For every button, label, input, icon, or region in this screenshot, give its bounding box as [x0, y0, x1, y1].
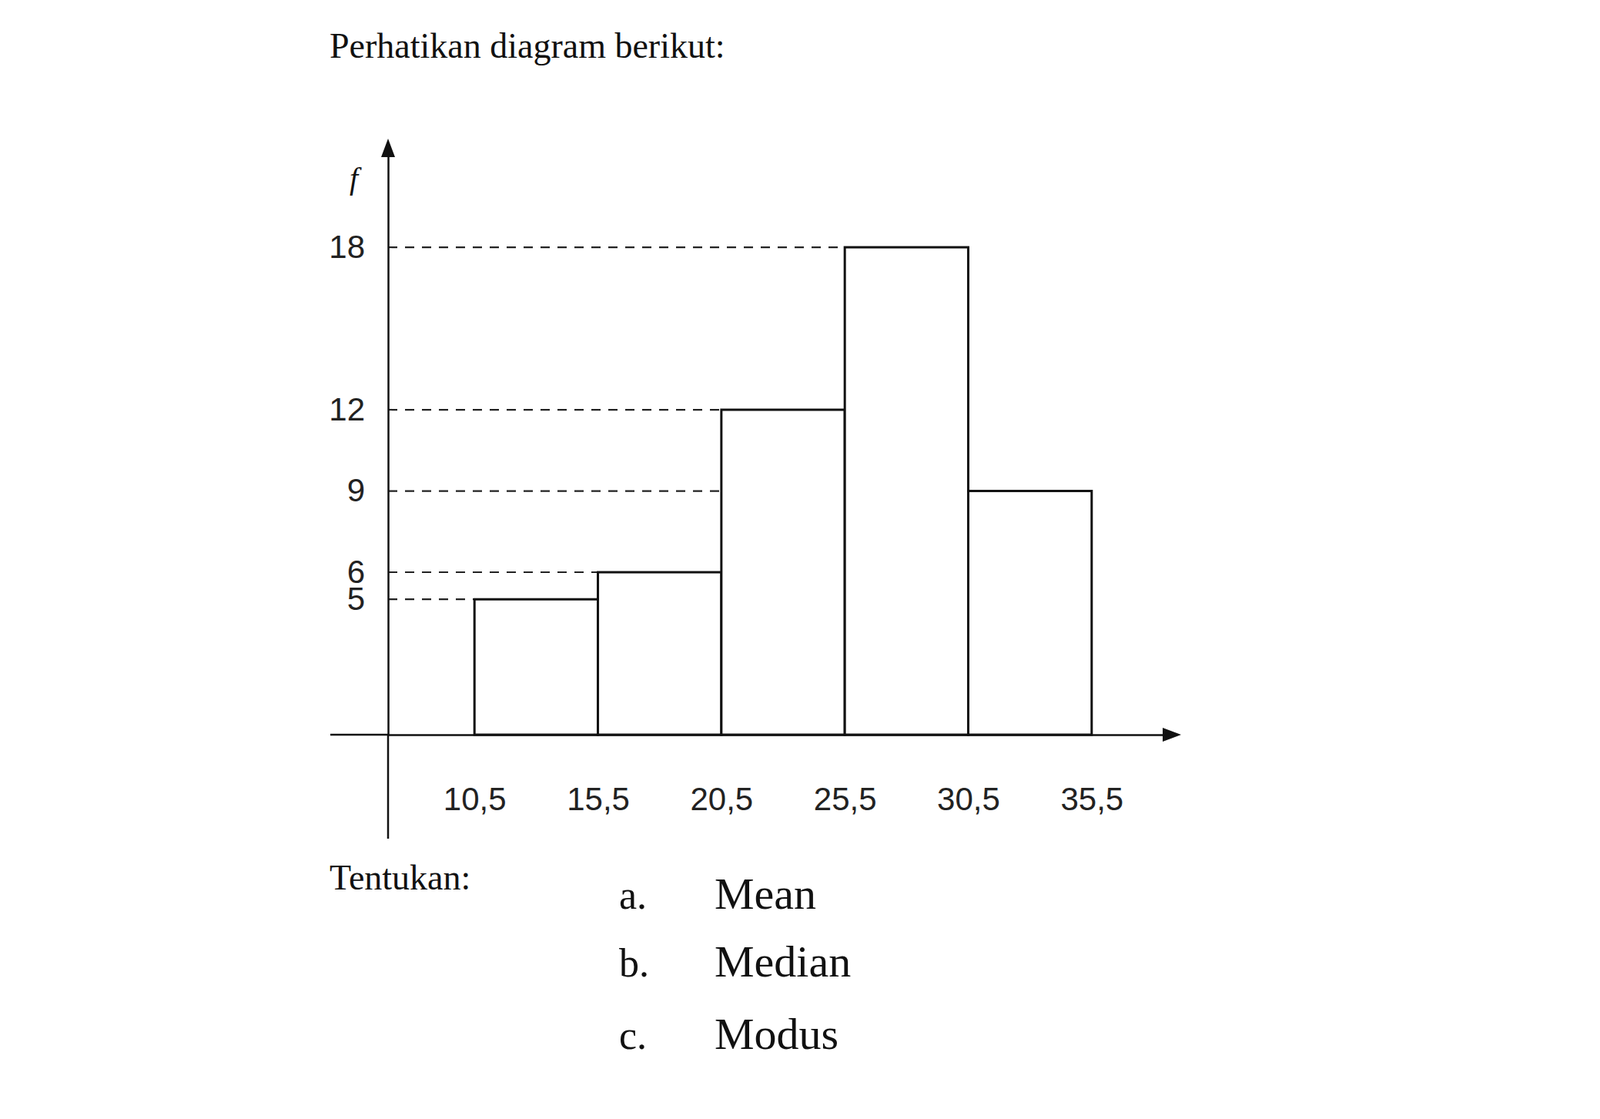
y-tick: 12 — [328, 391, 389, 428]
y-tick-label: 18 — [328, 228, 365, 265]
x-tick-label: 10,5 — [443, 780, 507, 817]
y-axis-line — [387, 153, 390, 736]
y-tick: 6 — [347, 553, 389, 590]
x-axis: 10,5 15,5 20,5 25,5 30,5 35,5 — [388, 734, 1167, 817]
x-tick: 20,5 — [689, 734, 754, 817]
guide-line — [388, 598, 475, 600]
chart: Perhatikan diagram berikut: f 10,5 15,5 20,5… — [0, 0, 1600, 1119]
guide-line — [388, 246, 845, 248]
x-tick-label: 35,5 — [1060, 780, 1124, 817]
x-tick: 30,5 — [937, 734, 1001, 817]
bar — [967, 491, 1092, 735]
task-letter: a. — [619, 873, 647, 918]
x-tick-label: 15,5 — [566, 780, 630, 817]
task-letter: b. — [619, 940, 650, 985]
y-tick: 18 — [328, 228, 389, 265]
x-tick: 15,5 — [566, 734, 630, 817]
y-tick-label: 9 — [347, 471, 365, 509]
x-tick: 35,5 — [1060, 734, 1124, 817]
guide-line — [388, 408, 722, 411]
y-tick-label: 6 — [347, 553, 365, 590]
x-tick-label: 25,5 — [813, 780, 877, 817]
x-tick: 25,5 — [813, 734, 877, 817]
y-axis-title: f — [349, 160, 362, 196]
y-axis-arrow — [381, 138, 395, 158]
y-tick: 9 — [347, 471, 389, 509]
bar — [474, 599, 598, 735]
y-tick-label: 12 — [328, 391, 365, 428]
bar — [844, 247, 968, 735]
x-tick: 10,5 — [443, 734, 507, 817]
bar — [598, 572, 722, 735]
y-axis: 5691218 — [328, 153, 389, 736]
question: Tentukan: — [329, 857, 471, 898]
task-letter: c. — [619, 1013, 647, 1058]
task-text: Median — [714, 936, 851, 987]
x-tick-label: 20,5 — [689, 780, 754, 817]
x-axis-line — [388, 733, 1167, 737]
bars — [474, 247, 1092, 735]
task-text: Mean — [714, 868, 817, 919]
title: Perhatikan diagram berikut: — [329, 26, 726, 66]
y-axis-extension — [387, 734, 390, 839]
axis-decoration — [330, 138, 1182, 839]
x-tick-label: 30,5 — [937, 780, 1001, 817]
guide-line — [388, 571, 599, 573]
x-axis-extension — [330, 733, 389, 737]
bar — [721, 409, 845, 735]
task-text: Modus — [714, 1008, 839, 1059]
x-axis-arrow — [1162, 727, 1182, 742]
